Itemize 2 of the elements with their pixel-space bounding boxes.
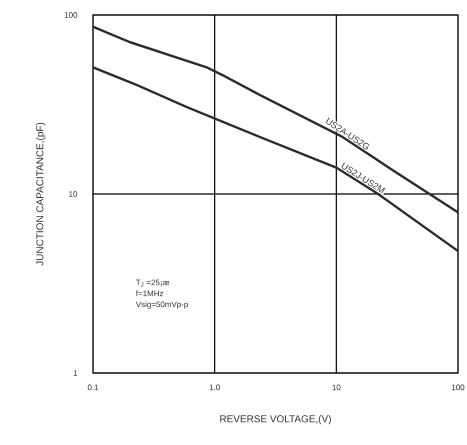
x-axis-title: REVERSE VOLTAGE,(V) [220, 415, 331, 424]
y-axis-title: JUNCTION CAPACITANCE,(pF) [36, 122, 46, 266]
